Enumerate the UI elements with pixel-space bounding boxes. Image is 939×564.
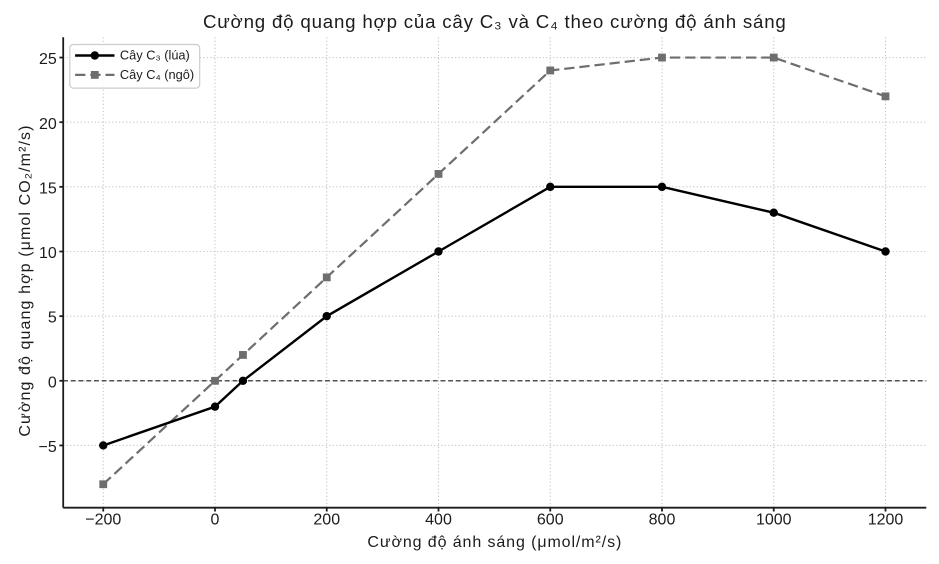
svg-text:5: 5 bbox=[48, 310, 57, 327]
svg-text:Cây C₄ (ngô): Cây C₄ (ngô) bbox=[120, 67, 194, 82]
svg-text:15: 15 bbox=[39, 181, 57, 198]
svg-text:−200: −200 bbox=[85, 512, 121, 529]
svg-text:Cây C₃ (lúa): Cây C₃ (lúa) bbox=[120, 48, 190, 63]
svg-text:25: 25 bbox=[39, 51, 57, 68]
svg-text:400: 400 bbox=[425, 512, 452, 529]
svg-text:0: 0 bbox=[211, 512, 220, 529]
svg-text:1200: 1200 bbox=[868, 512, 904, 529]
svg-text:10: 10 bbox=[39, 245, 57, 262]
svg-text:Cường độ quang hợp của cây C₃: Cường độ quang hợp của cây C₃ và C₄ theo… bbox=[203, 11, 787, 32]
svg-text:0: 0 bbox=[48, 374, 57, 391]
svg-text:Cường độ ánh sáng (μmol/m²/s): Cường độ ánh sáng (μmol/m²/s) bbox=[367, 534, 622, 551]
svg-text:Cường độ quang hợp (μmol CO₂/m: Cường độ quang hợp (μmol CO₂/m²/s) bbox=[17, 124, 34, 436]
svg-text:600: 600 bbox=[537, 512, 564, 529]
svg-text:800: 800 bbox=[649, 512, 676, 529]
svg-text:−5: −5 bbox=[39, 439, 57, 456]
svg-text:1000: 1000 bbox=[756, 512, 792, 529]
svg-text:200: 200 bbox=[313, 512, 340, 529]
svg-text:20: 20 bbox=[39, 116, 57, 133]
